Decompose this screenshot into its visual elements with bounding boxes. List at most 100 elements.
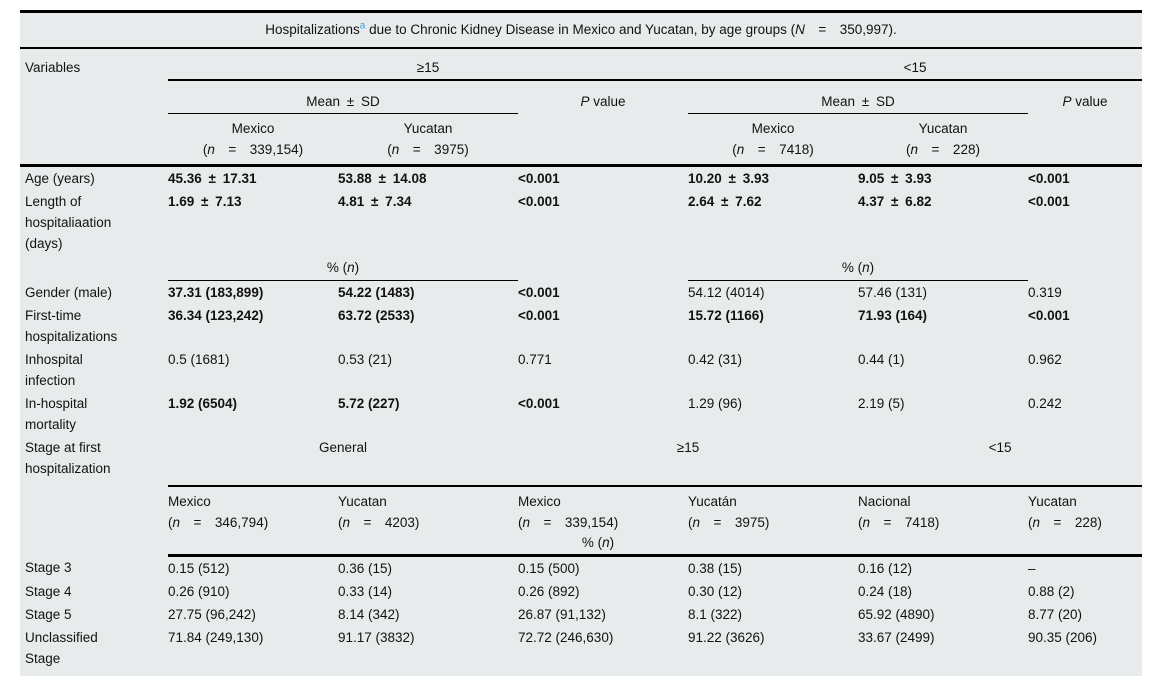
cell: 36.34 (123,242) (168, 308, 264, 324)
cell: 1.92 (6504) (168, 395, 238, 411)
column-header-mexico-lt15: Mexico (n = 7418) (688, 113, 858, 167)
table-row: First-time hospitalizations 36.34 (123,2… (20, 304, 1142, 348)
cell: <0.001 (1028, 308, 1070, 324)
cell: 0.88 (2) (1028, 584, 1075, 600)
paren: ) (609, 535, 615, 551)
cell: <0.001 (518, 284, 560, 300)
group-name: Mexico (518, 493, 561, 509)
table-row: Unclassified Stage 71.84 (249,130) 91.17… (20, 626, 1142, 676)
paren: ( (518, 514, 523, 530)
cell: 37.31 (183,899) (168, 285, 264, 301)
empty-cell (1028, 256, 1142, 281)
column-header-pvalue-lt15: P value (1028, 80, 1142, 113)
cell: 27.75 (96,242) (168, 607, 256, 623)
table-row: % (n) % (n) (20, 255, 1142, 282)
group-name: Mexico (231, 120, 275, 136)
n-italic: n (342, 514, 351, 530)
cell: 1.29 (96) (688, 395, 743, 411)
stage-col-mexico-ge15: Mexico (n = 339,154)% (n) (518, 485, 688, 558)
cell: 91.22 (3626) (688, 630, 765, 646)
cell: <0.001 (1028, 193, 1070, 209)
column-header-mean-sd-ge15: Mean ± SD (168, 79, 518, 114)
paren: ( (1028, 514, 1033, 530)
paren: ( (168, 514, 173, 530)
n-italic: n (862, 514, 871, 530)
paren: ( (338, 514, 343, 530)
cell: 45.36 ± 17.31 (168, 170, 257, 186)
paren: ) (869, 259, 875, 275)
cell: 0.26 (892) (518, 584, 580, 600)
cell: 0.26 (910) (168, 584, 230, 600)
table-row: Stage 4 0.26 (910) 0.33 (14) 0.26 (892) … (20, 580, 1142, 603)
cell: 0.962 (1028, 351, 1062, 367)
row-label-age: Age (years) (25, 170, 95, 186)
empty-cell (20, 486, 168, 556)
stage-col-yucatan-general: Yucatan (n = 4203) (338, 485, 518, 558)
n-italic: n (207, 141, 215, 157)
row-label-inhospital-infection: Inhospital infection (25, 351, 83, 388)
cell: 0.53 (21) (338, 351, 393, 367)
footnote-marker-a: a (359, 20, 366, 32)
paren: ( (732, 141, 737, 157)
cell: 4.37 ± 6.82 (858, 193, 932, 209)
empty-cell (20, 256, 168, 281)
n-italic: n (602, 535, 610, 551)
group-name: Yucatan (403, 120, 453, 136)
column-header-mean-sd-lt15: Mean ± SD (688, 79, 1028, 114)
cell: 4.81 ± 7.34 (338, 193, 412, 209)
p-italic: P (580, 93, 590, 109)
empty-cell (1028, 113, 1143, 167)
cell: 0.771 (518, 351, 552, 367)
cell: 2.19 (5) (858, 395, 905, 411)
title-text: due to Chronic Kidney Disease in Mexico … (365, 22, 796, 37)
empty-cell (518, 256, 688, 281)
stage-col-yucatan-ge15: Yucatán (n = 3975) (688, 485, 858, 558)
paren: ) (354, 259, 360, 275)
n-italic: n (172, 514, 181, 530)
cell: 57.46 (131) (858, 285, 928, 301)
n-italic: n (522, 514, 531, 530)
cell: 63.72 (2533) (338, 308, 415, 324)
cell: 91.17 (3832) (338, 630, 415, 646)
cell: <0.001 (518, 193, 560, 209)
cell: 71.84 (249,130) (168, 630, 264, 646)
title-N: N (795, 22, 805, 37)
stage-col-yucatan-lt15: Yucatan (n = 228) (1028, 485, 1143, 558)
n-italic: n (862, 259, 870, 275)
group-name: Yucatan (1028, 493, 1077, 509)
cell: 53.88 ± 14.08 (338, 170, 427, 186)
table-row: Variables ≥15 <15 (20, 47, 1143, 81)
n-value: = 339,154) (214, 141, 304, 157)
n-italic: n (1032, 514, 1041, 530)
cell: 9.05 ± 3.93 (858, 170, 932, 186)
cell: 0.15 (512) (168, 561, 230, 577)
n-value: = 228) (1040, 514, 1102, 530)
ckd-hospitalizations-table: Hospitalizationsa due to Chronic Kidney … (20, 10, 1143, 676)
p-italic: P (1062, 93, 1072, 109)
row-label-unclassified-stage: Unclassified Stage (25, 630, 98, 667)
column-group-ge15: ≥15 (168, 47, 688, 81)
empty-cell (518, 113, 688, 167)
row-label-length-of-stay: Length of hospitaliaation (days) (25, 193, 112, 251)
n-value: = 3975) (399, 141, 469, 157)
cell: 0.24 (18) (858, 584, 913, 600)
paren: ( (202, 141, 208, 157)
n-italic: n (736, 141, 745, 157)
column-header-yucatan-ge15: Yucatan (n = 3975) (338, 113, 518, 167)
group-name: Nacional (858, 493, 911, 509)
cell: 0.36 (15) (338, 561, 393, 577)
table-row: Mexico (n = 346,794) Yucatan (n = 4203) Me… (20, 485, 1143, 558)
group-name: Mexico (751, 120, 795, 136)
row-label-inhospital-mortality: In-hospital mortality (25, 395, 88, 432)
cell: 8.14 (342) (338, 607, 400, 623)
data-table: Hospitalizationsa due to Chronic Kidney … (20, 13, 1143, 676)
cell: 72.72 (246,630) (518, 630, 614, 646)
stage-group-lt15: <15 (858, 435, 1143, 487)
row-label-stage-at-first-hospitalization: Stage at first hospitalization (25, 439, 111, 476)
stage-col-mexico-general: Mexico (n = 346,794) (168, 485, 338, 558)
stage-col-nacional-lt15: Nacional (n = 7418) (858, 485, 1028, 558)
subheader-pct-n-lt15: % (n) (688, 255, 1028, 282)
group-name: Yucatan (338, 493, 387, 509)
row-label-stage-4: Stage 4 (25, 584, 72, 600)
